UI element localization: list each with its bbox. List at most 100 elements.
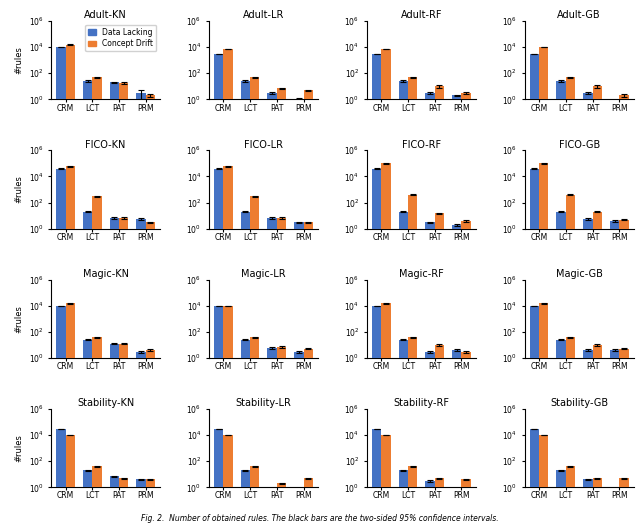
Bar: [426, 352, 435, 524]
Bar: [556, 471, 566, 524]
Bar: [381, 49, 390, 524]
Bar: [426, 481, 435, 524]
Bar: [250, 466, 259, 524]
Bar: [381, 303, 390, 524]
Bar: [214, 429, 223, 524]
Bar: [277, 217, 286, 524]
Title: Stability-RF: Stability-RF: [394, 398, 449, 408]
Bar: [530, 169, 539, 524]
Bar: [294, 222, 303, 524]
Bar: [435, 86, 444, 524]
Bar: [426, 222, 435, 524]
Bar: [620, 95, 628, 524]
Bar: [136, 93, 146, 524]
Bar: [223, 305, 233, 524]
Title: Adult-LR: Adult-LR: [243, 10, 284, 20]
Bar: [593, 345, 602, 524]
Bar: [268, 348, 277, 524]
Bar: [435, 213, 444, 524]
Y-axis label: #rules: #rules: [14, 305, 23, 333]
Bar: [136, 352, 146, 524]
Bar: [461, 221, 471, 524]
Bar: [610, 350, 620, 524]
Bar: [294, 100, 303, 524]
Text: Fig. 2.  Number of obtained rules. The black bars are the two-sided 95% confiden: Fig. 2. Number of obtained rules. The bl…: [141, 515, 499, 523]
Bar: [83, 340, 92, 524]
Bar: [65, 303, 75, 524]
Bar: [452, 95, 461, 524]
Bar: [56, 429, 65, 524]
Bar: [372, 54, 381, 524]
Bar: [556, 81, 566, 524]
Bar: [303, 478, 313, 524]
Title: FICO-RF: FICO-RF: [402, 139, 441, 149]
Bar: [119, 344, 129, 524]
Bar: [92, 466, 102, 524]
Title: FICO-KN: FICO-KN: [86, 139, 126, 149]
Title: Stability-GB: Stability-GB: [550, 398, 608, 408]
Bar: [539, 303, 548, 524]
Y-axis label: #rules: #rules: [14, 176, 23, 203]
Title: Adult-RF: Adult-RF: [401, 10, 442, 20]
Bar: [452, 225, 461, 524]
Bar: [372, 169, 381, 524]
Bar: [92, 337, 102, 524]
Title: Stability-KN: Stability-KN: [77, 398, 134, 408]
Bar: [566, 77, 575, 524]
Bar: [408, 337, 417, 524]
Bar: [109, 82, 119, 524]
Bar: [119, 217, 129, 524]
Title: Adult-GB: Adult-GB: [557, 10, 601, 20]
Bar: [593, 212, 602, 524]
Bar: [241, 81, 250, 524]
Bar: [83, 471, 92, 524]
Bar: [530, 305, 539, 524]
Bar: [109, 476, 119, 524]
Bar: [399, 212, 408, 524]
Bar: [461, 479, 471, 524]
Bar: [583, 93, 593, 524]
Bar: [408, 77, 417, 524]
Bar: [610, 221, 620, 524]
Bar: [146, 479, 155, 524]
Bar: [593, 478, 602, 524]
Bar: [277, 89, 286, 524]
Title: FICO-GB: FICO-GB: [559, 139, 600, 149]
Bar: [214, 305, 223, 524]
Bar: [223, 49, 233, 524]
Y-axis label: #rules: #rules: [14, 434, 23, 462]
Bar: [136, 219, 146, 524]
Bar: [241, 340, 250, 524]
Bar: [241, 471, 250, 524]
Bar: [303, 90, 313, 524]
Bar: [119, 83, 129, 524]
Bar: [593, 86, 602, 524]
Bar: [530, 429, 539, 524]
Bar: [136, 479, 146, 524]
Bar: [408, 195, 417, 524]
Bar: [277, 347, 286, 524]
Bar: [426, 93, 435, 524]
Bar: [408, 466, 417, 524]
Title: FICO-LR: FICO-LR: [244, 139, 283, 149]
Bar: [65, 166, 75, 524]
Bar: [620, 478, 628, 524]
Bar: [620, 349, 628, 524]
Bar: [583, 479, 593, 524]
Bar: [294, 352, 303, 524]
Bar: [399, 471, 408, 524]
Bar: [223, 166, 233, 524]
Bar: [539, 435, 548, 524]
Bar: [399, 340, 408, 524]
Bar: [214, 169, 223, 524]
Title: Stability-LR: Stability-LR: [236, 398, 291, 408]
Bar: [241, 212, 250, 524]
Bar: [452, 350, 461, 524]
Bar: [583, 350, 593, 524]
Bar: [435, 478, 444, 524]
Title: Magic-RF: Magic-RF: [399, 269, 444, 279]
Bar: [56, 169, 65, 524]
Bar: [146, 95, 155, 524]
Bar: [65, 435, 75, 524]
Title: Magic-LR: Magic-LR: [241, 269, 286, 279]
